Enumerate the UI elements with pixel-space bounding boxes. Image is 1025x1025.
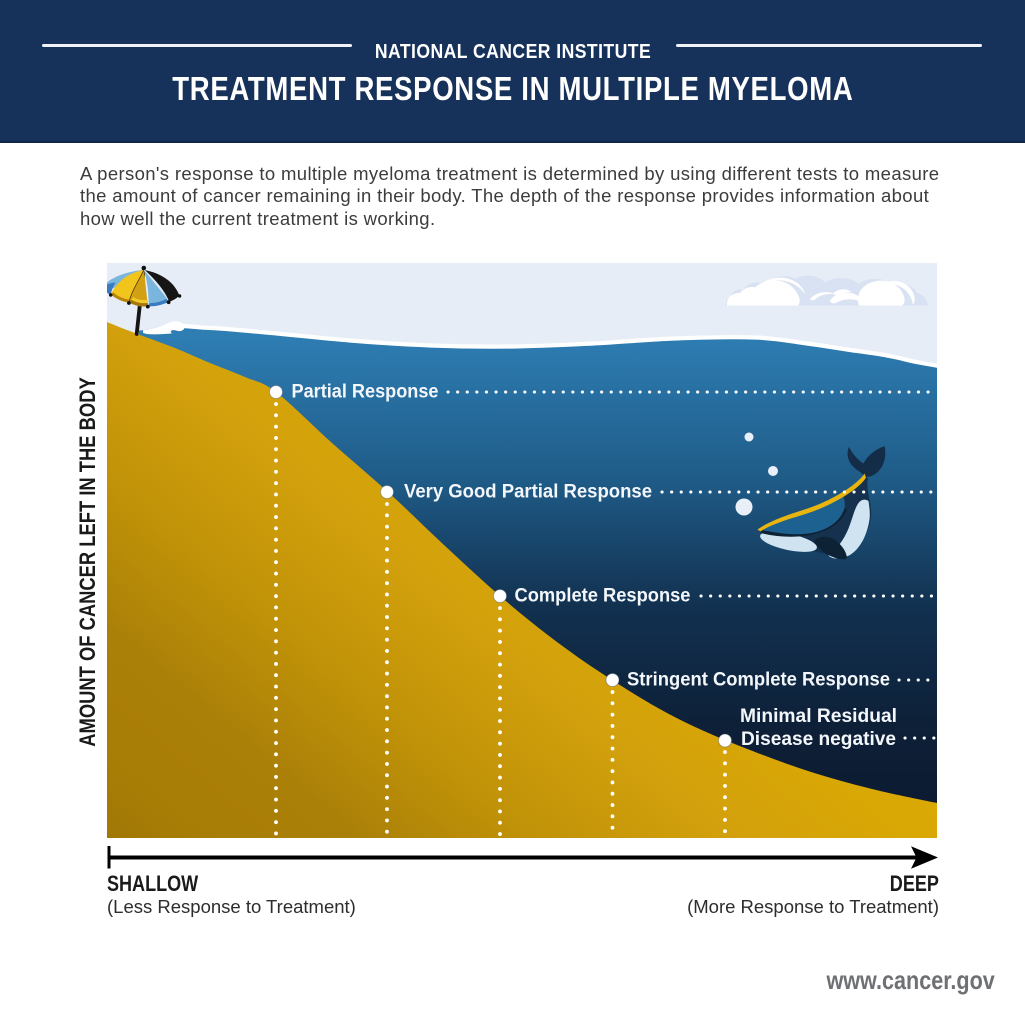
svg-text:Stringent Complete Response: Stringent Complete Response [627, 669, 890, 691]
svg-text:Partial Response: Partial Response [292, 381, 439, 403]
svg-text:Complete Response: Complete Response [515, 585, 691, 607]
svg-text:Disease negative: Disease negative [741, 728, 896, 750]
svg-text:Very Good Partial Response: Very Good Partial Response [404, 481, 652, 503]
svg-text:Minimal Residual: Minimal Residual [740, 705, 897, 727]
